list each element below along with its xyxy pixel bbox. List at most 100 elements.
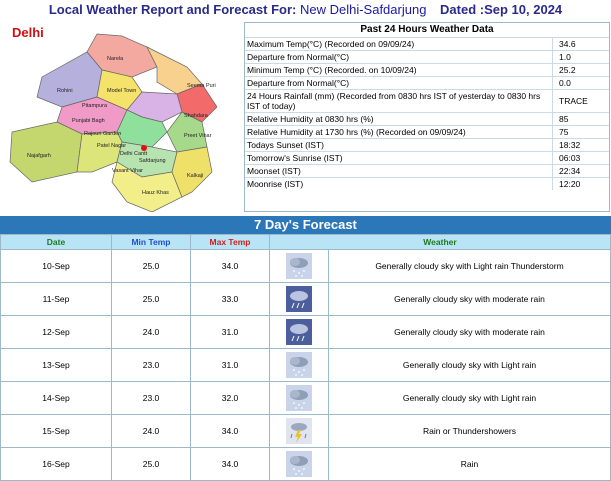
delhi-district-map: Delhi Narela Rohini Model Town Pitampura… bbox=[2, 22, 242, 213]
past-24h-panel: Past 24 Hours Weather Data Maximum Temp(… bbox=[244, 22, 610, 212]
forecast-icon-cell bbox=[269, 348, 329, 382]
header-dated: Dated :Sep 10, 2024 bbox=[440, 2, 563, 17]
delhi-map-graphic: Delhi Narela Rohini Model Town Pitampura… bbox=[9, 25, 218, 213]
past-data-label: Maximum Temp(°C) (Recorded on 09/09/24) bbox=[245, 37, 553, 51]
forecast-max-temp: 34.0 bbox=[190, 447, 270, 481]
cloud-rain-icon bbox=[271, 451, 327, 477]
forecast-min-temp: 25.0 bbox=[111, 249, 191, 283]
forecast-max-temp: 34.0 bbox=[190, 249, 270, 283]
forecast-icon-cell bbox=[269, 381, 329, 415]
forecast-date: 15-Sep bbox=[0, 414, 112, 448]
past-data-row: Moonrise (IST) 12:20 bbox=[245, 177, 609, 190]
past-data-value: 34.6 bbox=[552, 37, 609, 51]
forecast-min-temp: 25.0 bbox=[111, 282, 191, 316]
past-data-value: 12:20 bbox=[552, 177, 609, 190]
map-district-label: Pitampura bbox=[82, 103, 108, 109]
forecast-icon-cell bbox=[269, 414, 329, 448]
past-data-value: 0.0 bbox=[552, 76, 609, 90]
forecast-date: 10-Sep bbox=[0, 249, 112, 283]
forecast-title: 7 Day's Forecast bbox=[0, 216, 611, 234]
past-data-row: Tomorrow's Sunrise (IST) 06:03 bbox=[245, 151, 609, 165]
forecast-table: Date Min Temp Max Temp Weather 10-Sep 25.… bbox=[0, 234, 611, 481]
forecast-icon-cell bbox=[269, 447, 329, 481]
forecast-max-temp: 33.0 bbox=[190, 282, 270, 316]
past-data-label: Moonset (IST) bbox=[245, 164, 553, 178]
forecast-weather-text: Generally cloudy sky with moderate rain bbox=[328, 315, 611, 349]
cloud-moderate-rain-icon bbox=[271, 286, 327, 312]
past-data-value: 06:03 bbox=[552, 151, 609, 165]
forecast-max-temp: 34.0 bbox=[190, 414, 270, 448]
forecast-weather-text: Generally cloudy sky with Light rain Thu… bbox=[328, 249, 611, 283]
forecast-max-temp: 31.0 bbox=[190, 348, 270, 382]
forecast-icon-cell bbox=[269, 249, 329, 283]
forecast-min-temp: 24.0 bbox=[111, 315, 191, 349]
map-district-label: Vasant Vihar bbox=[112, 168, 143, 174]
map-district-label: Preet Vihar bbox=[184, 133, 212, 139]
past-data-row: Departure from Normal(°C) 0.0 bbox=[245, 76, 609, 90]
past-data-label: Minimum Temp (°C) (Recorded. on 10/09/24… bbox=[245, 63, 553, 77]
past-data-value: 18:32 bbox=[552, 138, 609, 152]
col-max-header: Max Temp bbox=[190, 234, 270, 250]
past-data-value: 75 bbox=[552, 125, 609, 139]
forecast-row: 15-Sep 24.0 34.0 Rain or Thundershowers bbox=[0, 414, 611, 448]
past-24h-title: Past 24 Hours Weather Data bbox=[360, 24, 494, 35]
forecast-row: 13-Sep 23.0 31.0 Generally cloudy sky with … bbox=[0, 348, 611, 382]
header-location: New Delhi-Safdarjung bbox=[299, 2, 427, 17]
district-kalkaji[interactable] bbox=[171, 146, 213, 198]
district-delhi-cantt[interactable] bbox=[76, 131, 123, 173]
past-data-row: Maximum Temp(°C) (Recorded on 09/09/24) 3… bbox=[245, 37, 609, 51]
past-data-row: Relative Humidity at 0830 hrs (%) 85 bbox=[245, 112, 609, 126]
forecast-row: 14-Sep 23.0 32.0 Generally cloudy sky with … bbox=[0, 381, 611, 415]
cloud-light-rain-icon bbox=[271, 352, 327, 378]
forecast-row: 11-Sep 25.0 33.0 Generally cloudy sky with … bbox=[0, 282, 611, 316]
forecast-icon-cell bbox=[269, 315, 329, 349]
col-date-header: Date bbox=[0, 234, 112, 250]
map-district-label: Rohini bbox=[57, 88, 73, 94]
forecast-date: 16-Sep bbox=[0, 447, 112, 481]
map-district-label: Safdarjung bbox=[139, 158, 166, 164]
forecast-row: 10-Sep 25.0 34.0 Generally cloudy sky with … bbox=[0, 249, 611, 283]
past-data-label: Departure from Normal(°C) bbox=[245, 50, 553, 64]
map-district-label: Hauz Khas bbox=[142, 190, 169, 196]
forecast-weather-text: Rain or Thundershowers bbox=[328, 414, 611, 448]
thundershower-icon bbox=[271, 418, 327, 444]
forecast-min-temp: 23.0 bbox=[111, 381, 191, 415]
map-district-label: Najafgarh bbox=[27, 153, 51, 159]
past-data-row: 24 Hours Rainfall (mm) (Recorded from 08… bbox=[245, 89, 609, 113]
forecast-icon-cell bbox=[269, 282, 329, 316]
cloud-light-rain-icon bbox=[271, 253, 327, 279]
forecast-weather-text: Generally cloudy sky with moderate rain bbox=[328, 282, 611, 316]
report-header: Local Weather Report and Forecast For: N… bbox=[0, 0, 611, 20]
forecast-weather-text: Generally cloudy sky with Light rain bbox=[328, 381, 611, 415]
past-data-label: Departure from Normal(°C) bbox=[245, 76, 553, 90]
header-title: Local Weather Report and Forecast For: bbox=[48, 2, 297, 17]
cloud-light-rain-icon bbox=[271, 385, 327, 411]
map-label: Delhi bbox=[12, 25, 44, 40]
forecast-min-temp: 25.0 bbox=[111, 447, 191, 481]
past-data-value: 22:34 bbox=[552, 164, 609, 178]
past-data-label: Tomorrow's Sunrise (IST) bbox=[245, 151, 553, 165]
map-district-label: Kalkaji bbox=[187, 173, 203, 179]
map-district-label: Patel Nagar bbox=[97, 143, 126, 149]
forecast-date: 14-Sep bbox=[0, 381, 112, 415]
map-district-label: Delhi Cantt bbox=[120, 151, 148, 157]
forecast-row: 12-Sep 24.0 31.0 Generally cloudy sky with … bbox=[0, 315, 611, 349]
past-data-row: Todays Sunset (IST) 18:32 bbox=[245, 138, 609, 152]
forecast-date: 12-Sep bbox=[0, 315, 112, 349]
past-data-row: Relative Humidity at 1730 hrs (%) (Recor… bbox=[245, 125, 609, 139]
past-data-label: Moonrise (IST) bbox=[245, 177, 553, 190]
forecast-header-row: Date Min Temp Max Temp Weather bbox=[0, 234, 611, 250]
map-district-label: Shahdara bbox=[184, 113, 209, 119]
map-district-label: Narela bbox=[107, 56, 124, 62]
forecast-weather-text: Rain bbox=[328, 447, 611, 481]
forecast-min-temp: 23.0 bbox=[111, 348, 191, 382]
past-data-label: 24 Hours Rainfall (mm) (Recorded from 08… bbox=[245, 89, 553, 113]
forecast-weather-text: Generally cloudy sky with Light rain bbox=[328, 348, 611, 382]
past-data-row: Moonset (IST) 22:34 bbox=[245, 164, 609, 178]
forecast-row: 16-Sep 25.0 34.0 Rain bbox=[0, 447, 611, 481]
cloud-moderate-rain-icon bbox=[271, 319, 327, 345]
district-hauz-khas[interactable] bbox=[111, 161, 183, 213]
map-district-label: Seema Puri bbox=[187, 83, 216, 89]
district-najafgarh[interactable] bbox=[9, 121, 83, 183]
col-weather-header: Weather bbox=[269, 234, 611, 250]
